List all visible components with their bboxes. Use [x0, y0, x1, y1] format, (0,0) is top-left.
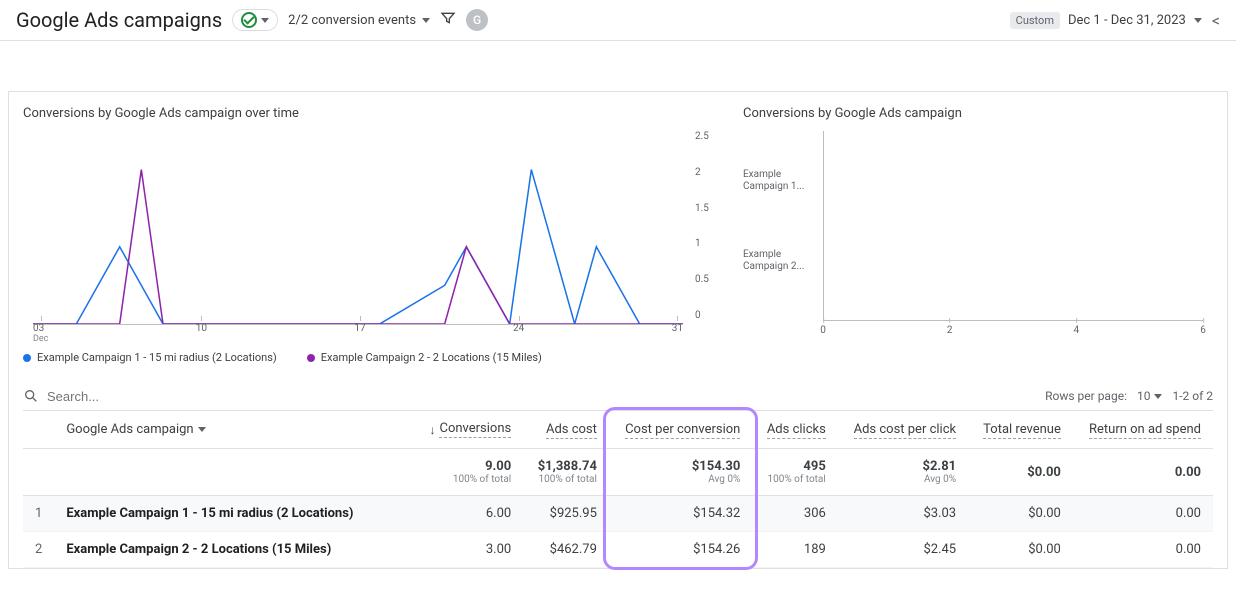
table-row[interactable]: 1Example Campaign 1 - 15 mi radius (2 Lo…: [23, 496, 1213, 532]
column-header[interactable]: Ads cost per click: [838, 411, 968, 449]
events-dropdown[interactable]: 2/2 conversion events: [288, 13, 430, 28]
search-row: Rows per page: 10 1-2 of 2: [23, 382, 1213, 411]
line-chart-svg: [33, 131, 683, 325]
date-range-text: Dec 1 - Dec 31, 2023: [1068, 13, 1186, 28]
custom-chip: Custom: [1010, 12, 1060, 29]
chevron-down-icon: [422, 18, 430, 23]
column-header[interactable]: Total revenue: [968, 411, 1073, 449]
chevron-down-icon: [1154, 394, 1162, 399]
line-chart-title: Conversions by Google Ads campaign over …: [23, 106, 723, 121]
legend-item[interactable]: Example Campaign 1 - 15 mi radius (2 Loc…: [23, 351, 277, 364]
pager-range: 1-2 of 2: [1172, 389, 1213, 403]
search-icon: [23, 388, 39, 404]
campaigns-table: Google Ads campaign ↓ConversionsAds cost…: [23, 411, 1213, 568]
date-range-picker[interactable]: Custom Dec 1 - Dec 31, 2023: [1010, 12, 1202, 29]
column-header[interactable]: ↓Conversions: [414, 411, 523, 449]
line-chart-container: Conversions by Google Ads campaign over …: [23, 106, 723, 364]
page-title: Google Ads campaigns: [16, 8, 222, 32]
column-header[interactable]: Ads cost: [523, 411, 609, 449]
bar-chart-title: Conversions by Google Ads campaign: [743, 106, 1213, 121]
table-wrap: Google Ads campaign ↓ConversionsAds cost…: [23, 411, 1213, 568]
column-header[interactable]: [23, 411, 54, 449]
column-header[interactable]: Cost per conversion: [609, 411, 752, 449]
column-header[interactable]: Google Ads campaign: [54, 411, 414, 449]
chevron-down-icon: [261, 18, 269, 23]
table-row[interactable]: 2Example Campaign 2 - 2 Locations (15 Mi…: [23, 532, 1213, 568]
chevron-down-icon: [1194, 18, 1202, 23]
column-header[interactable]: Return on ad spend: [1073, 411, 1213, 449]
bar-chart: ExampleCampaign 1...ExampleCampaign 2...…: [743, 131, 1213, 341]
main-panel: Conversions by Google Ads campaign over …: [8, 91, 1228, 569]
line-chart: 2.521.510.50 03Dec10172431: [23, 131, 723, 341]
status-pill[interactable]: [232, 9, 278, 31]
header-bar: Google Ads campaigns 2/2 conversion even…: [0, 0, 1236, 41]
rows-per-page-label: Rows per page:: [1045, 389, 1127, 403]
search-input[interactable]: [47, 389, 1037, 404]
legend-item[interactable]: Example Campaign 2 - 2 Locations (15 Mil…: [307, 351, 542, 364]
google-badge-icon[interactable]: G: [466, 9, 488, 31]
filter-icon[interactable]: [440, 10, 456, 30]
line-chart-legend: Example Campaign 1 - 15 mi radius (2 Loc…: [23, 351, 723, 364]
events-dropdown-label: 2/2 conversion events: [288, 13, 416, 28]
rows-per-page-select[interactable]: 10: [1137, 389, 1163, 403]
bar-chart-container: Conversions by Google Ads campaign Examp…: [743, 106, 1213, 364]
check-icon: [241, 12, 257, 28]
share-icon[interactable]: <: [1212, 11, 1220, 30]
column-header[interactable]: Ads clicks: [752, 411, 837, 449]
